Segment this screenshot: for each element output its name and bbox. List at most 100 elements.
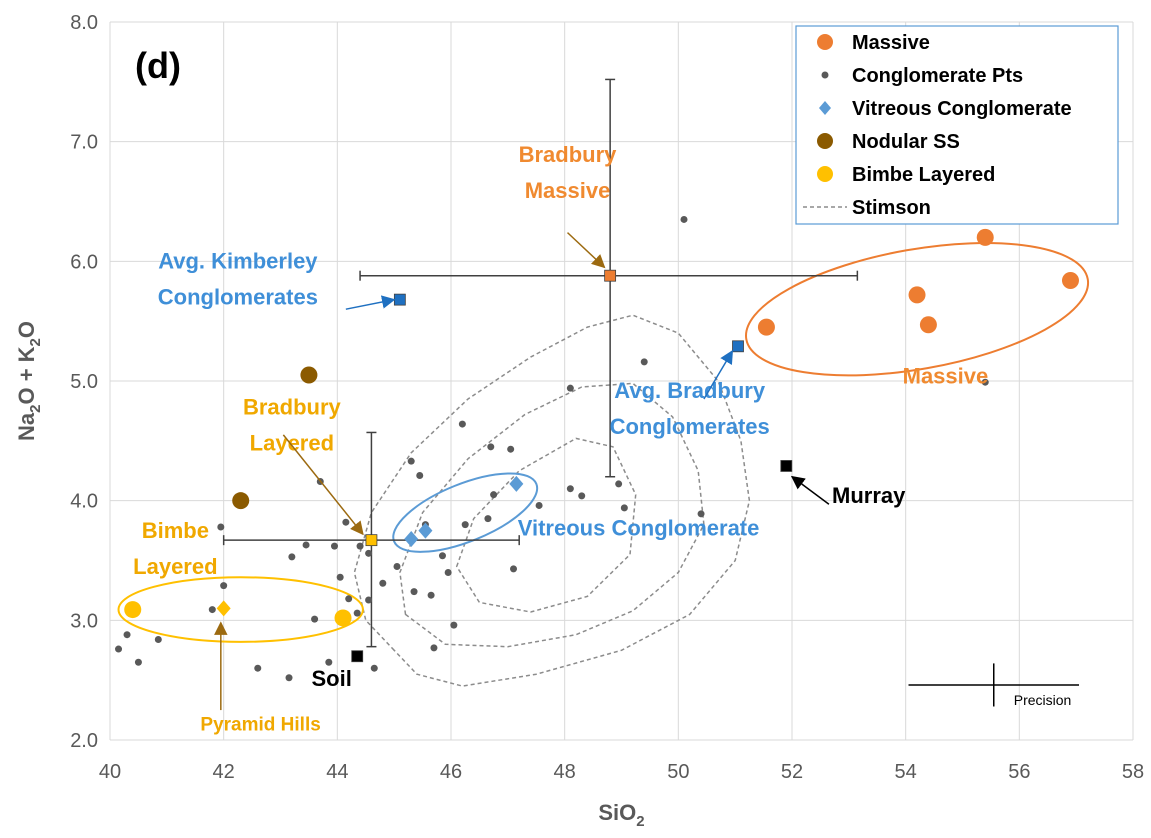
conglomerate-point [220,582,228,590]
y-axis-title: Na2O + K2O [14,321,44,441]
avg-bradbury-label: Avg. Bradbury [614,378,766,403]
bradbury-layered-label: Bradbury [243,395,342,420]
y-tick-label: 8.0 [70,12,98,34]
x-tick-label: 54 [895,761,917,783]
conglomerate-point [115,645,123,653]
conglomerate-point [461,521,469,529]
conglomerate-point [430,644,438,652]
x-tick-label: 52 [781,761,803,783]
precision-label: Precision [1014,692,1072,708]
conglomerate-point [458,420,466,428]
massive-label: Massive [903,363,989,388]
conglomerate-point [484,515,492,523]
conglomerate-point [356,542,364,550]
avg-bradbury-label: Conglomerates [610,414,770,439]
massive-point [919,316,937,334]
legend-label-nodular: Nodular SS [852,131,960,153]
legend-label-stimson: Stimson [852,197,931,219]
legend-swatch-massive [817,34,833,50]
axes: 40 42 44 46 48 50 52 54 56 58 2.0 3.0 4.0 5.0 6.0 7.0 8.… [14,12,1144,830]
x-tick-label: 40 [99,761,121,783]
y-tick-label: 7.0 [70,132,98,154]
conglomerate-point [379,579,387,587]
conglomerate-point [288,553,296,561]
conglomerate-point [981,378,989,386]
soil-label: Soil [311,666,351,691]
legend-label-bimbe: Bimbe Layered [852,164,995,186]
x-axis-title: SiO2 [598,800,644,830]
conglomerate-point [510,565,518,573]
conglomerate-point [450,621,458,629]
legend: Massive Conglomerate Pts Vitreous Conglome… [795,25,1119,225]
conglomerate-point [370,664,378,672]
avg-kimberley-label: Avg. Kimberley [158,249,318,274]
conglomerate-point [640,358,648,366]
legend-label-vitreous: Vitreous Conglomerate [852,98,1072,120]
x-tick-label: 50 [667,761,689,783]
conglomerate-point [490,491,498,499]
conglomerate-point [342,518,350,526]
legend-swatch-conglomerate [821,71,829,79]
conglomerate-point [285,674,293,682]
vitreous-point [404,530,419,547]
vitreous-ellipse [392,472,539,553]
nodular-point [232,492,250,510]
conglomerate-point [393,562,401,570]
avg-bradbury-point [732,340,744,353]
murray-label-arrow [790,475,830,505]
conglomerate-point [302,541,310,549]
bradbury-massive-label: Massive [525,178,611,203]
conglomerate-point [407,457,415,465]
pyramid-hills-label: Pyramid Hills [200,714,320,735]
conglomerate-point [217,523,225,531]
massive-ellipse [745,242,1090,377]
avg-bradbury-label-arrow [703,349,734,400]
vitreous-label: Vitreous Conglomerate [518,515,760,540]
conglomerate-point [620,504,628,512]
stimson-contour [353,314,751,687]
precision-marker: Precision [908,663,1080,708]
x-tick-label: 46 [440,761,462,783]
panel-label: (d) [135,45,181,86]
bimbe-point [334,609,352,627]
conglomerate-point [578,492,586,500]
bimbe-ellipse [117,576,364,643]
murray-label: Murray [832,483,906,508]
group-ellipses [117,242,1090,643]
x-tick-label: 56 [1008,761,1030,783]
special-points [216,269,793,663]
y-tick-label: 5.0 [70,371,98,393]
conglomerate-point [680,215,688,223]
legend-swatch-nodular [817,133,833,149]
y-tick-label: 4.0 [70,491,98,513]
murray-point [780,460,793,472]
massive-point [1061,271,1079,289]
pyramid-hills-point [216,600,231,617]
conglomerate-point [154,635,162,643]
massive-point [908,286,926,304]
conglomerate-point [416,472,424,480]
conglomerate-point [345,595,353,603]
conglomerate-point [427,591,435,599]
bimbe-label: Bimbe [142,518,209,543]
conglomerate-point [365,549,373,557]
conglomerate-point [444,568,452,576]
conglomerate-point [566,485,574,493]
conglomerate-point [134,658,142,666]
bradbury-massive-point [604,269,617,282]
stimson-contours [353,314,751,687]
y-tick-label: 2.0 [70,730,98,752]
soil-point [351,650,364,663]
stimson-contour [455,437,637,613]
conglomerate-point [311,615,319,623]
vitreous-point [418,522,433,539]
vitreous-point [509,475,524,492]
conglomerate-point [615,480,623,488]
stimson-contour [399,382,705,648]
conglomerate-point [325,658,333,666]
avg-kimberley-point [393,293,406,306]
x-tick-label: 58 [1122,761,1144,783]
conglomerate-point [336,573,344,581]
massive-point [976,228,994,246]
